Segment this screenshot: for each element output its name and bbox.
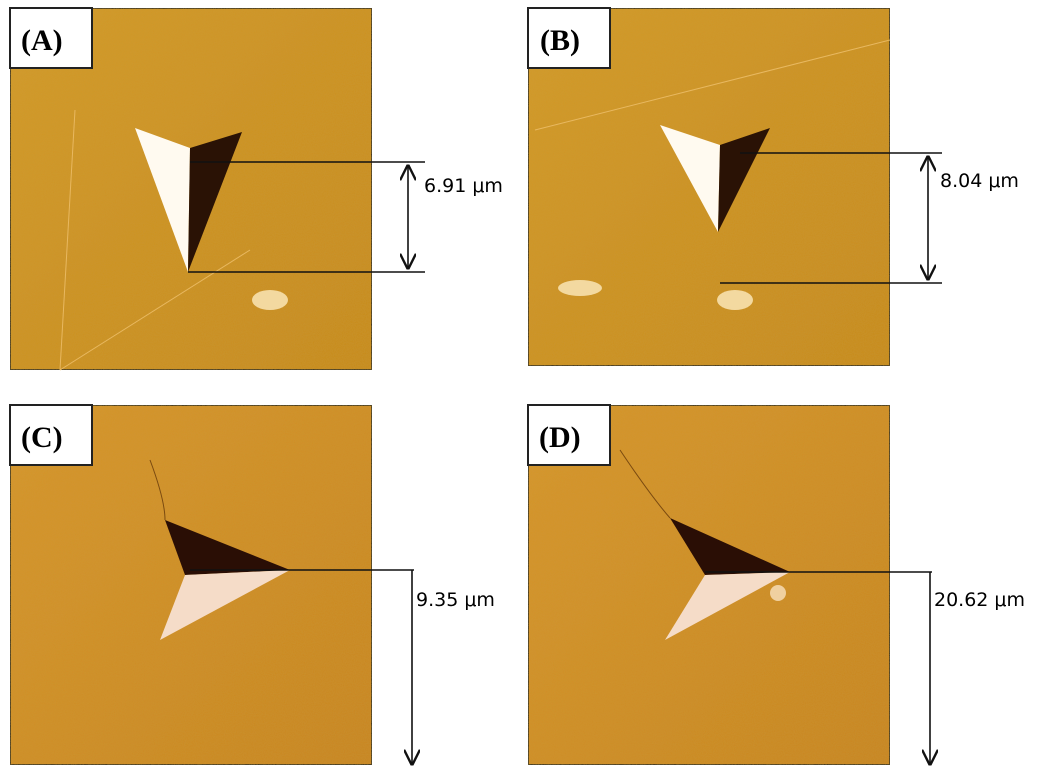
- panel-label: (B): [540, 24, 580, 57]
- measurement: 9.35 μm: [416, 589, 495, 611]
- panel-d: (D) 20.62 μm: [528, 405, 1025, 765]
- debris: [717, 290, 753, 310]
- debris: [770, 585, 786, 601]
- figure: (A) 6.91 μm (B) 8.04 μm (C) 9.35 μm: [0, 0, 1037, 769]
- debris: [252, 290, 288, 310]
- panel-label: (D): [539, 421, 581, 454]
- panel-label: (A): [21, 24, 63, 57]
- panel-label: (C): [21, 421, 63, 454]
- panel-b: (B) 8.04 μm: [528, 8, 1019, 366]
- measurement: 8.04 μm: [940, 170, 1019, 192]
- measurement: 20.62 μm: [934, 589, 1025, 611]
- panel-c: (C) 9.35 μm: [10, 405, 495, 765]
- measurement: 6.91 μm: [424, 175, 503, 197]
- debris: [558, 280, 602, 296]
- panel-a: (A) 6.91 μm: [10, 8, 503, 370]
